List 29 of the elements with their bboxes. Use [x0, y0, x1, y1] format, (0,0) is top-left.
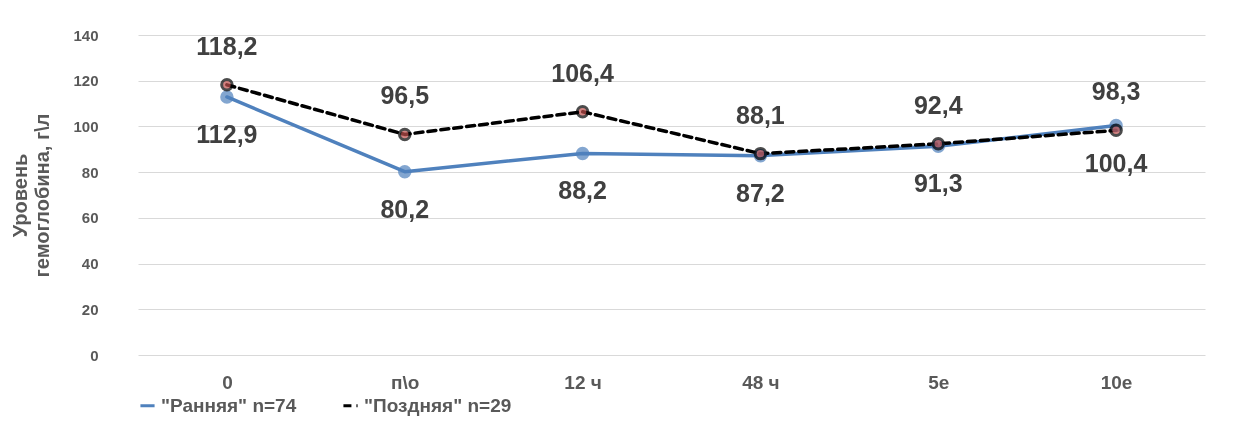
- y-axis-title: Уровень гемоглобина, г\л: [9, 113, 54, 278]
- x-tick-label: п\о: [391, 371, 420, 393]
- data-label: 96,5: [380, 81, 430, 110]
- y-tick-label: 140: [73, 26, 99, 44]
- y-tick-label: 0: [90, 346, 99, 364]
- data-label: 88,1: [736, 100, 785, 129]
- x-tick-label: 5е: [928, 371, 950, 393]
- data-label: 88,2: [558, 176, 607, 205]
- y-tick-label: 80: [81, 163, 99, 181]
- data-label: 106,4: [551, 58, 614, 87]
- data-label: 112,9: [196, 119, 258, 148]
- y-tick-label: 60: [81, 209, 99, 227]
- y-tick-label: 40: [81, 255, 99, 273]
- data-label: 87,2: [736, 178, 785, 207]
- x-tick-label: 48 ч: [742, 371, 780, 393]
- y-tick-label: 20: [81, 300, 99, 318]
- data-label: 91,3: [913, 169, 963, 198]
- data-label: 80,2: [380, 194, 430, 223]
- x-tick-label: 0: [222, 371, 233, 393]
- legend-label: "Ранняя" n=74: [161, 394, 297, 416]
- x-tick-label: 12 ч: [564, 371, 602, 393]
- x-tick-label: 10е: [1100, 371, 1133, 393]
- data-label: 98,3: [1091, 77, 1141, 106]
- legend-label: "Поздняя" n=29: [364, 394, 512, 416]
- data-label: 100,4: [1084, 148, 1148, 177]
- data-label: 118,2: [196, 31, 258, 60]
- y-tick-label: 100: [73, 117, 99, 135]
- data-label: 92,4: [913, 90, 963, 119]
- y-tick-label: 120: [73, 72, 99, 90]
